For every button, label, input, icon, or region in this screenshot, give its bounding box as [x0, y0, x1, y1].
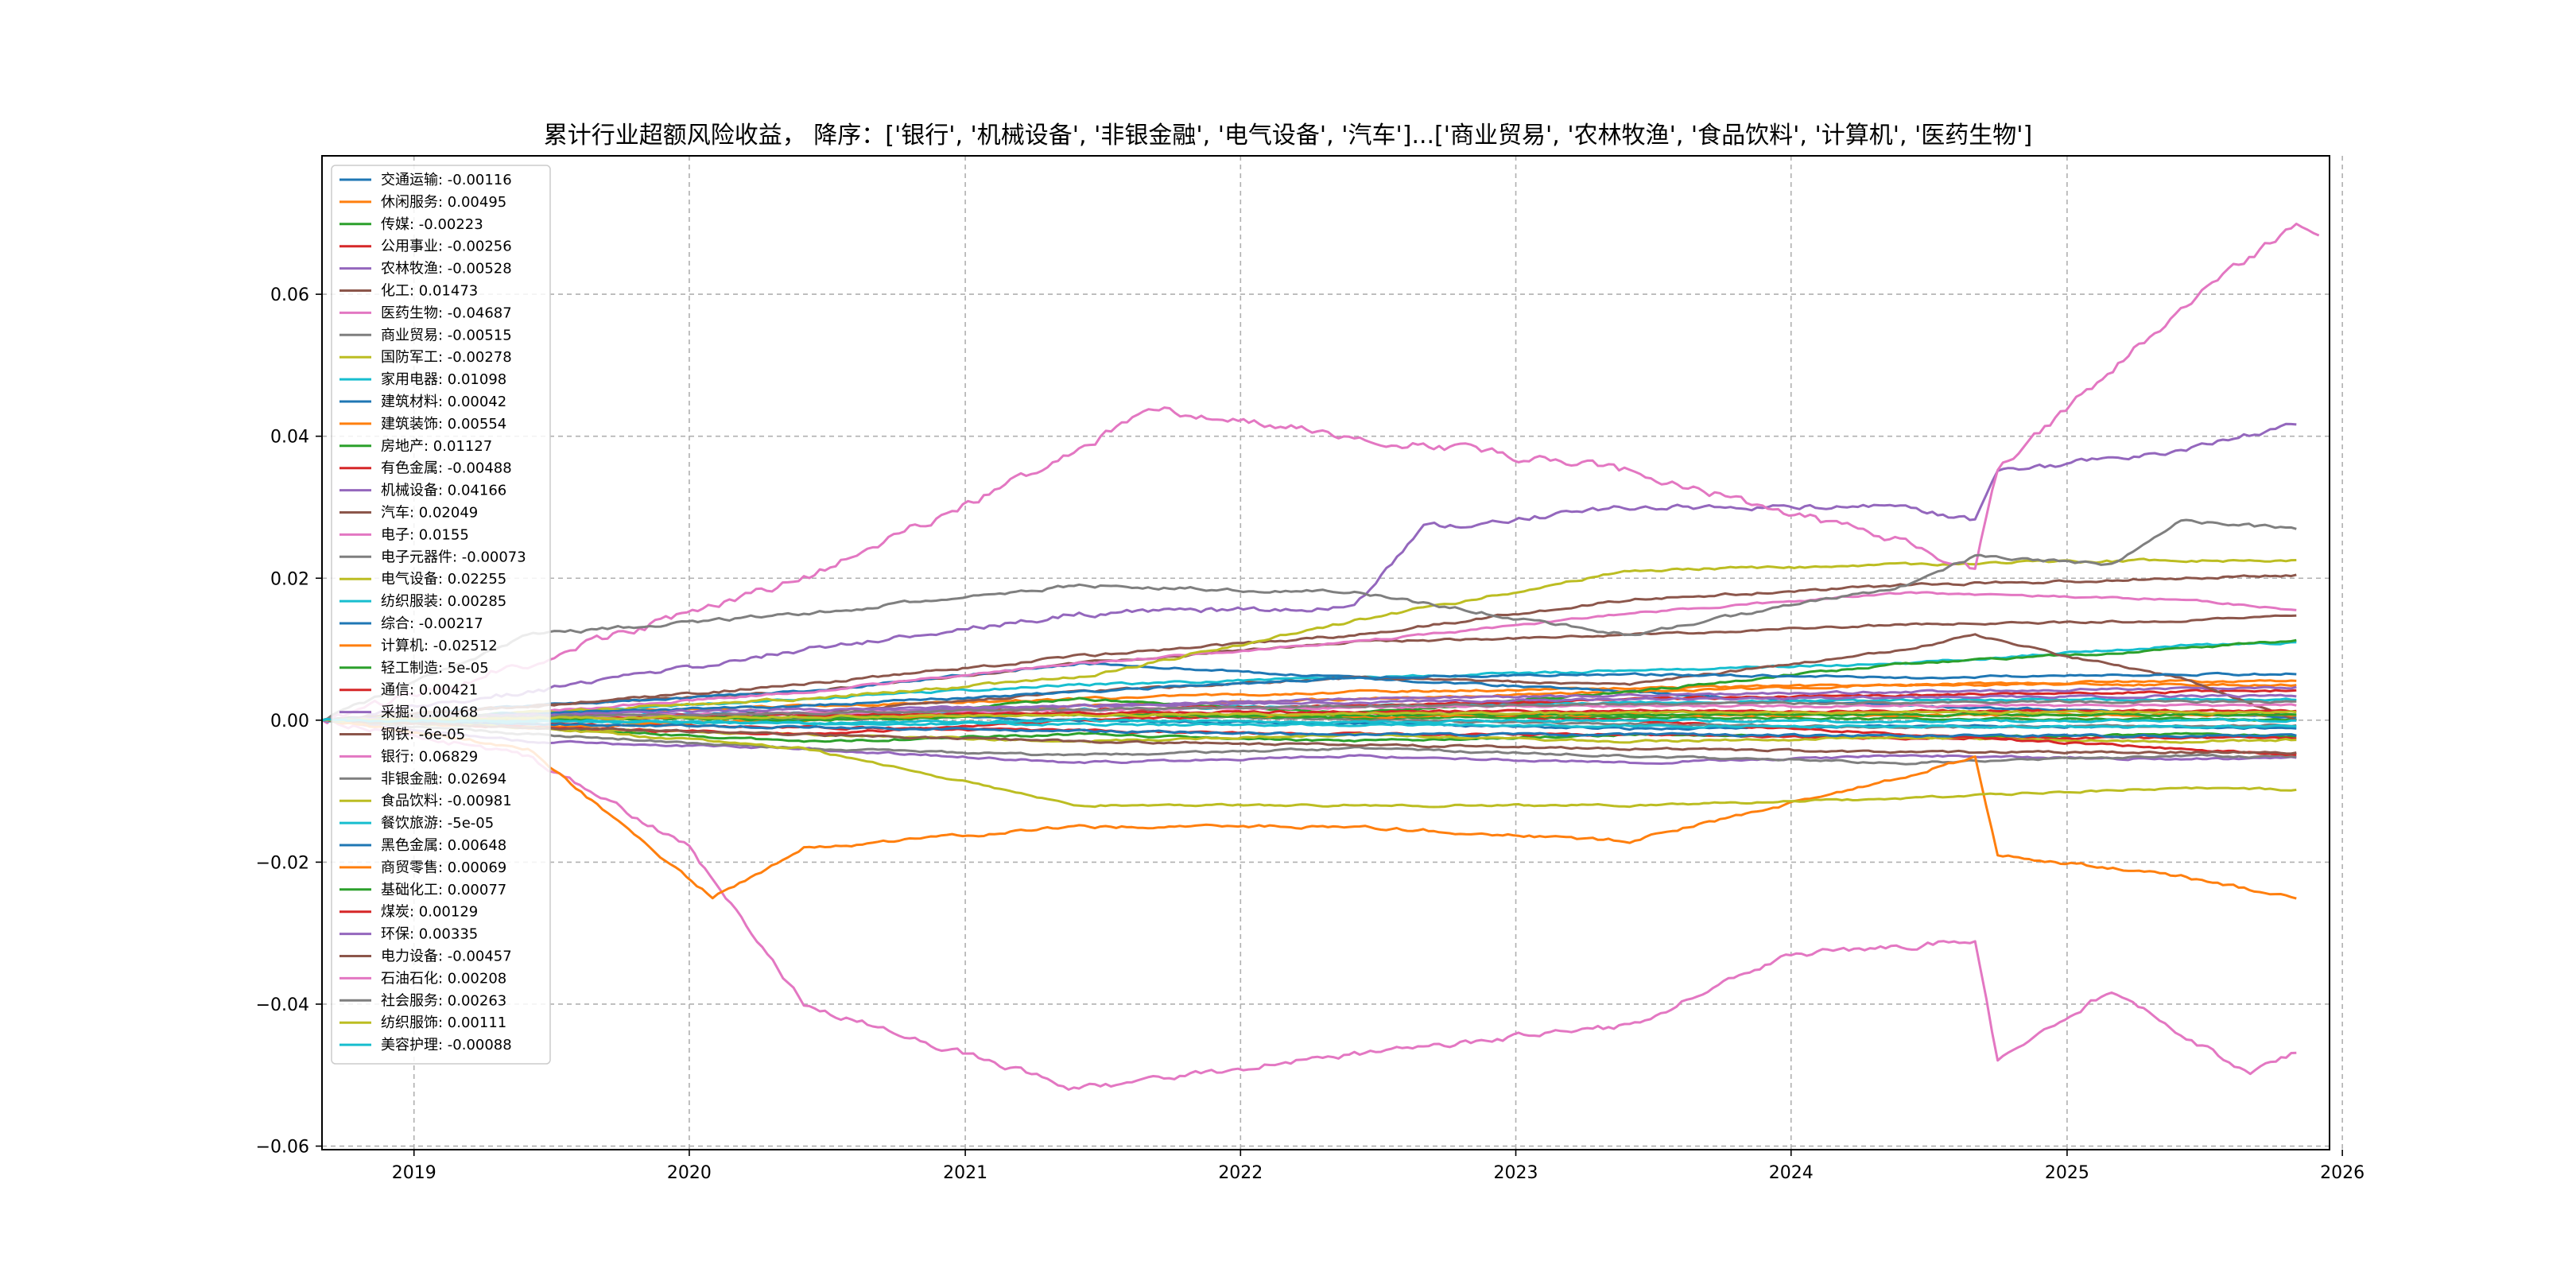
x-tick-label: 2021 [943, 1163, 987, 1183]
legend-label: 公用事业: -0.00256 [381, 239, 512, 255]
x-tick-label: 2020 [667, 1163, 712, 1183]
legend-label: 钢铁: -6e-05 [381, 727, 465, 743]
series-line-38 [322, 699, 2297, 723]
y-tick-label: −0.02 [256, 853, 309, 873]
series-line-39 [321, 709, 2297, 723]
legend-label: 汽车: 0.02049 [381, 505, 478, 522]
series-line-17 [321, 591, 2297, 722]
y-tick-label: 0.04 [270, 428, 309, 448]
legend-label: 电力设备: -0.00457 [381, 949, 512, 965]
legend-label: 房地产: 0.01127 [381, 438, 492, 455]
series-line-28 [321, 518, 2297, 722]
series-line-7 [321, 719, 2297, 1091]
series-line-5 [321, 719, 2297, 765]
legend-label: 基础化工: 0.00077 [381, 882, 506, 898]
series-lines [321, 223, 2320, 1091]
series-line-2 [321, 681, 2297, 723]
series-line-11 [321, 661, 2297, 722]
legend-label: 环保: 0.00335 [381, 926, 478, 943]
legend-label: 煤炭: 0.00129 [381, 904, 478, 921]
legend-label: 商贸零售: 0.00069 [381, 859, 506, 876]
legend-label: 餐饮旅游: -5e-05 [381, 815, 494, 832]
series-line-40 [321, 718, 2297, 729]
series-line-29 [321, 719, 2297, 809]
legend-label: 银行: 0.06829 [381, 748, 478, 765]
series-line-21 [322, 718, 2297, 739]
series-line-15 [321, 422, 2297, 722]
legend-label: 纺织服饰: 0.00111 [381, 1014, 506, 1031]
y-tick-label: 0.06 [270, 285, 309, 305]
legend-label: 交通运输: -0.00116 [381, 172, 512, 188]
series-line-36 [321, 718, 2297, 755]
legend-label: 电气设备: 0.02255 [381, 571, 506, 588]
y-tick-label: 0.00 [270, 712, 309, 731]
legend-label: 采掘: 0.00468 [381, 704, 478, 721]
y-tick-label: −0.06 [256, 1138, 309, 1158]
legend-label: 医药生物: -0.04687 [381, 305, 512, 321]
legend-label: 建筑装饰: 0.00554 [381, 416, 506, 433]
legend-label: 传媒: -0.00223 [381, 216, 483, 233]
legend-label: 石油石化: 0.00208 [381, 970, 506, 987]
legend-label: 电子元器件: -0.00073 [381, 549, 526, 565]
legend-label: 综合: -0.00217 [381, 615, 483, 632]
plot-frame [321, 155, 2330, 1150]
legend-label: 纺织服装: 0.00285 [381, 593, 506, 610]
chart-title: 累计行业超额风险收益， 降序：['银行', '机械设备', '非银金融', '电… [544, 122, 2032, 149]
legend-label: 黑色金属: 0.00648 [381, 837, 506, 854]
x-tick-label: 2026 [2320, 1163, 2365, 1183]
legend-label: 轻工制造: 5e-05 [381, 660, 489, 677]
legend-label: 电子: 0.0155 [381, 526, 469, 543]
legend-label: 建筑材料: 0.00042 [381, 394, 506, 410]
legend-label: 计算机: -0.02512 [381, 638, 498, 654]
legend-label: 社会服务: 0.00263 [381, 992, 506, 1009]
legend-label: 美容护理: -0.00088 [381, 1037, 512, 1053]
legend-label: 食品饮料: -0.00981 [381, 793, 512, 809]
y-tick-label: 0.02 [270, 569, 309, 589]
x-tick-label: 2022 [1218, 1163, 1263, 1183]
series-line-35 [321, 693, 2297, 722]
legend-label: 机械设备: 0.04166 [381, 483, 506, 499]
legend-label: 化工: 0.01473 [381, 283, 478, 300]
series-line-31 [321, 671, 2297, 722]
legend-label: 通信: 0.00421 [381, 682, 478, 699]
x-tick-label: 2019 [392, 1163, 436, 1183]
series-line-27 [321, 223, 2320, 724]
y-tick-label: −0.04 [256, 995, 309, 1015]
series-line-19 [321, 557, 2297, 722]
legend-label: 家用电器: 0.01098 [381, 371, 506, 388]
legend: 交通运输: -0.00116 休闲服务: 0.00495 传媒: -0.00223 公… [331, 165, 551, 1065]
x-tick-label: 2023 [1494, 1163, 1538, 1183]
legend-label: 休闲服务: 0.00495 [381, 194, 506, 211]
series-line-22 [321, 719, 2297, 900]
series-line-8 [321, 718, 2297, 766]
x-tick-label: 2025 [2045, 1163, 2089, 1183]
legend-label: 有色金属: -0.00488 [381, 460, 512, 477]
legend-label: 非银金融: 0.02694 [381, 770, 506, 787]
x-tick-label: 2024 [1769, 1163, 1814, 1183]
legend-box [331, 165, 551, 1065]
legend-label: 国防军工: -0.00278 [381, 349, 512, 366]
legend-label: 农林牧渔: -0.00528 [381, 261, 512, 277]
legend-label: 商业贸易: -0.00515 [381, 327, 512, 343]
series-line-16 [321, 573, 2297, 723]
axes: 2019 2020 2021 2022 2023 2024 2025 2026 0.06 0.04… [256, 285, 2365, 1183]
